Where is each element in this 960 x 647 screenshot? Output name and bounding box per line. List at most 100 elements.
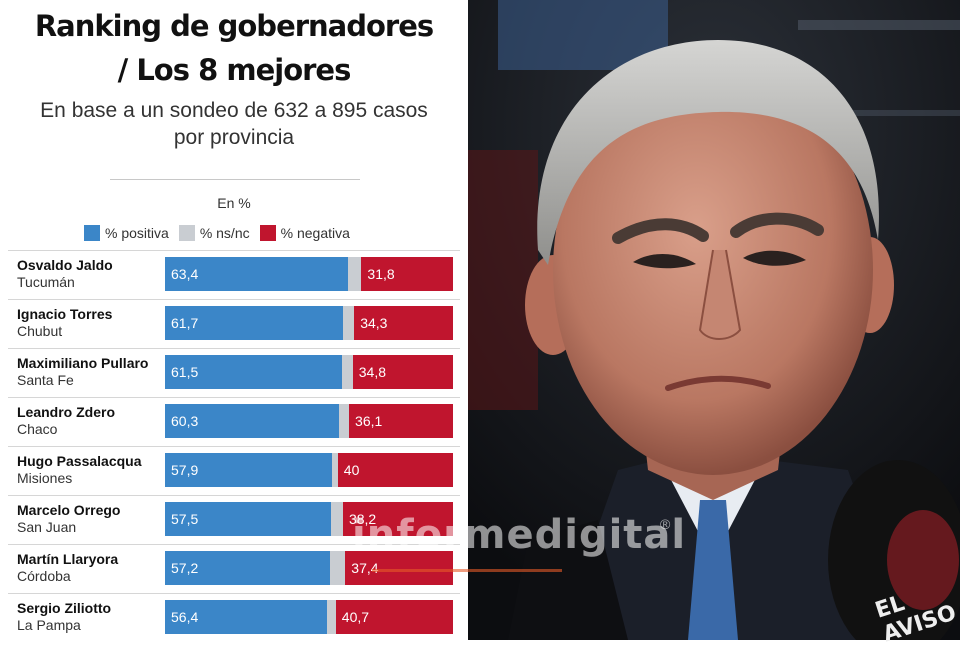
legend-swatch	[178, 225, 195, 241]
stacked-bar: 56,4 40,7	[165, 600, 453, 634]
bar-negative	[345, 551, 453, 585]
bar-positive	[165, 502, 331, 536]
bar-row: Marcelo Orrego San Juan 57,5 38,2	[0, 495, 468, 544]
bar-negative	[337, 453, 453, 487]
row-separator	[8, 544, 460, 545]
province-name: Chubut	[17, 323, 63, 339]
data-label: 57,2	[171, 560, 199, 576]
chart-subtitle: En base a un sondeo de 632 a 895 casos p…	[0, 97, 468, 151]
bar-positive	[165, 600, 328, 634]
bar-nsnc	[338, 404, 350, 438]
data-label: 37,4	[351, 560, 379, 576]
governor-name: Martín Llaryora	[17, 551, 119, 567]
stacked-bar: 63,4 31,8	[165, 257, 453, 291]
stacked-bar: 57,2 37,4	[165, 551, 453, 585]
bar-row: Leandro Zdero Chaco 60,3 36,1	[0, 397, 468, 446]
bar-row: Osvaldo Jaldo Tucumán 63,4 31,8	[0, 250, 468, 299]
data-label: 63,4	[171, 266, 199, 282]
bar-positive	[165, 404, 339, 438]
title-line-2: / Los 8 mejores	[117, 53, 352, 87]
bar-negative	[335, 600, 453, 634]
province-name: Santa Fe	[17, 372, 74, 388]
legend-label: % ns/nc	[199, 225, 250, 241]
governor-name: Marcelo Orrego	[17, 502, 121, 518]
watermark-underline	[372, 569, 562, 572]
legend: % positiva % ns/nc % negativa	[84, 225, 360, 241]
province-name: Tucumán	[17, 274, 75, 290]
data-label: 36,1	[355, 413, 383, 429]
data-label: 34,3	[360, 315, 388, 331]
governor-name: Sergio Ziliotto	[17, 600, 112, 616]
bar-row: Ignacio Torres Chubut 61,7 34,3	[0, 299, 468, 348]
bar-row: Sergio Ziliotto La Pampa 56,4 40,7	[0, 593, 468, 642]
bar-nsnc	[347, 257, 362, 291]
governor-name: Maximiliano Pullaro	[17, 355, 149, 371]
data-label: 61,5	[171, 364, 199, 380]
bar-row: Maximiliano Pullaro Santa Fe 61,5 34,8	[0, 348, 468, 397]
data-label: 40,7	[341, 609, 370, 625]
row-separator	[8, 348, 460, 349]
unit-label: En %	[217, 195, 251, 211]
governor-name: Leandro Zdero	[17, 404, 116, 420]
row-separator	[8, 495, 460, 496]
subtitle-line-1: En base a un sondeo de 632 a 895 casos	[40, 99, 428, 122]
bar-negative	[354, 306, 453, 340]
portrait-illustration	[468, 0, 960, 640]
legend-item: % positiva	[84, 225, 169, 241]
province-name: San Juan	[17, 519, 77, 535]
stacked-bar: 61,7 34,3	[165, 306, 453, 340]
row-separator	[8, 299, 460, 300]
legend-item: % ns/nc	[178, 225, 250, 241]
legend-label: % positiva	[105, 225, 169, 241]
bar-positive	[165, 551, 330, 585]
data-label: 57,9	[171, 462, 199, 478]
watermark: informedigital	[352, 512, 687, 558]
stacked-bar: 61,5 34,8	[165, 355, 453, 389]
data-label: 56,4	[171, 609, 199, 625]
bar-negative	[361, 257, 453, 291]
divider	[110, 179, 360, 180]
row-separator	[8, 397, 460, 398]
bar-nsnc	[342, 355, 353, 389]
bar-positive	[165, 257, 348, 291]
governor-photo	[468, 0, 960, 640]
data-label: 60,3	[171, 413, 199, 429]
row-separator	[8, 593, 460, 594]
data-label: 61,7	[171, 315, 199, 331]
province-name: Misiones	[17, 470, 73, 486]
governor-name: Osvaldo Jaldo	[17, 257, 113, 273]
governor-name: Hugo Passalacqua	[17, 453, 142, 469]
data-label: 38,2	[348, 511, 377, 527]
bar-positive	[165, 453, 332, 487]
data-label: 57,5	[171, 511, 199, 527]
bar-row: Martín Llaryora Córdoba 57,2 37,4	[0, 544, 468, 593]
province-name: La Pampa	[17, 617, 81, 633]
data-label: 40	[343, 462, 360, 478]
legend-label: % negativa	[280, 225, 350, 241]
stacked-bar: 57,9 40	[165, 453, 453, 487]
chart-panel: Ranking de gobernadores / Los 8 mejores …	[0, 0, 468, 640]
bar-positive	[165, 355, 343, 389]
province-name: Córdoba	[17, 568, 71, 584]
bar-negative	[352, 355, 453, 389]
bar-nsnc	[331, 453, 338, 487]
stacked-bar: 57,5 38,2	[165, 502, 453, 536]
data-label: 34,8	[358, 364, 387, 380]
bar-nsnc	[330, 502, 343, 536]
row-separator	[8, 446, 460, 447]
data-label: 31,8	[367, 266, 395, 282]
watermark-registered-mark: ®	[660, 516, 671, 532]
bar-negative	[342, 502, 453, 536]
governor-name: Ignacio Torres	[17, 306, 113, 322]
legend-swatch	[84, 225, 100, 241]
row-separator	[8, 250, 460, 251]
bar-negative	[349, 404, 453, 438]
chart-title: Ranking de gobernadores / Los 8 mejores	[0, 4, 468, 92]
stacked-bar: 60,3 36,1	[165, 404, 453, 438]
bar-nsnc	[342, 306, 355, 340]
bar-positive	[165, 306, 343, 340]
bar-nsnc	[327, 600, 336, 634]
bar-row: Hugo Passalacqua Misiones 57,9 40	[0, 446, 468, 495]
subtitle-line-2: por provincia	[173, 126, 295, 149]
bar-nsnc	[329, 551, 346, 585]
